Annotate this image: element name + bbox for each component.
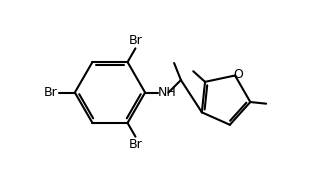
Text: O: O (234, 68, 244, 81)
Text: Br: Br (129, 138, 142, 152)
Text: Br: Br (44, 86, 58, 99)
Text: Br: Br (129, 33, 142, 47)
Text: NH: NH (158, 86, 177, 99)
